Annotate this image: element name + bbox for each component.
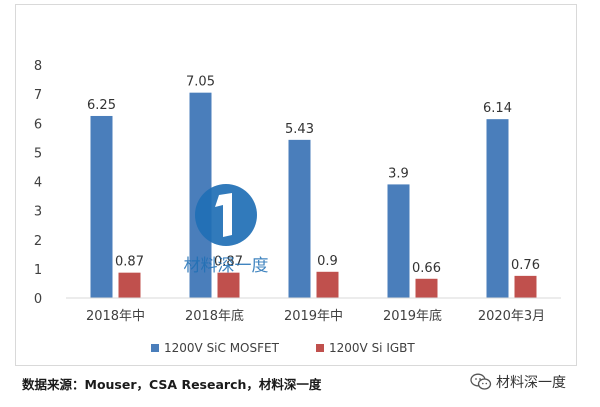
watermark: 材料深一度 [184,184,269,276]
data-label: 0.66 [412,261,441,276]
y-tick-label: 7 [34,88,42,103]
x-category-label: 2019年中 [284,309,343,324]
bar-si-igbt [415,278,438,298]
x-category-label: 2018年底 [185,308,244,324]
bars: 6.25 0.87 7.05 0.87 5.43 0.9 3.9 0.66 6.14 0.76 [87,75,540,298]
legend-swatch [316,344,324,352]
data-label: 6.25 [87,98,116,113]
wechat-icon [470,373,492,390]
y-tick-label: 3 [34,205,42,220]
bar-sic-mosfet [486,119,509,298]
bar-sic-mosfet [288,139,311,298]
data-label: 6.14 [483,101,512,116]
x-category-label: 2020年3月 [478,309,545,324]
y-tick-label: 8 [34,59,42,74]
y-tick-label: 4 [34,176,42,191]
data-label: 5.43 [285,122,314,137]
bar-si-igbt [118,272,141,298]
legend-swatch [151,344,159,352]
bar-si-igbt [514,275,537,298]
watermark-text: 材料深一度 [184,256,269,276]
legend-label: 1200V SiC MOSFET [164,341,280,355]
data-label: 3.9 [388,166,409,181]
bar-sic-mosfet [387,184,410,298]
legend-label: 1200V Si IGBT [329,341,415,355]
bar-si-igbt [316,271,339,298]
y-tick-label: 6 [34,117,42,132]
x-category-label: 2019年底 [383,308,442,324]
wechat-account-name: 材料深一度 [496,375,566,391]
bar-sic-mosfet [189,92,212,298]
bar-si-igbt [217,272,240,298]
y-tick-label: 1 [34,263,42,278]
legend: 1200V SiC MOSFET 1200V Si IGBT [151,341,415,355]
data-label: 7.05 [186,75,215,90]
y-tick-label: 0 [34,292,42,307]
bar-chart: 0 1 2 3 4 5 6 7 8 6.25 0.87 7.05 0.87 5.43 0.9 3.9 0.66… [34,59,561,355]
y-tick-label: 2 [34,234,42,249]
bar-sic-mosfet [90,115,113,298]
x-category-label: 2018年中 [86,309,145,324]
y-tick-label: 5 [34,146,42,161]
source-note: 数据来源：Mouser，CSA Research，材料深一度 [22,377,322,392]
data-label: 0.87 [214,255,243,270]
x-axis: 2018年中 2018年底 2019年中 2019年底 2020年3月 [66,297,561,324]
watermark-logo-mark [215,193,232,237]
data-label: 0.87 [115,255,144,270]
wechat-account: 材料深一度 [470,372,566,392]
chart-frame: 0 1 2 3 4 5 6 7 8 6.25 0.87 7.05 0.87 5.43 0.9 3.9 0.66… [15,4,577,366]
data-label: 0.76 [511,258,540,273]
y-axis: 0 1 2 3 4 5 6 7 8 [34,59,42,307]
data-label: 0.9 [317,254,338,269]
